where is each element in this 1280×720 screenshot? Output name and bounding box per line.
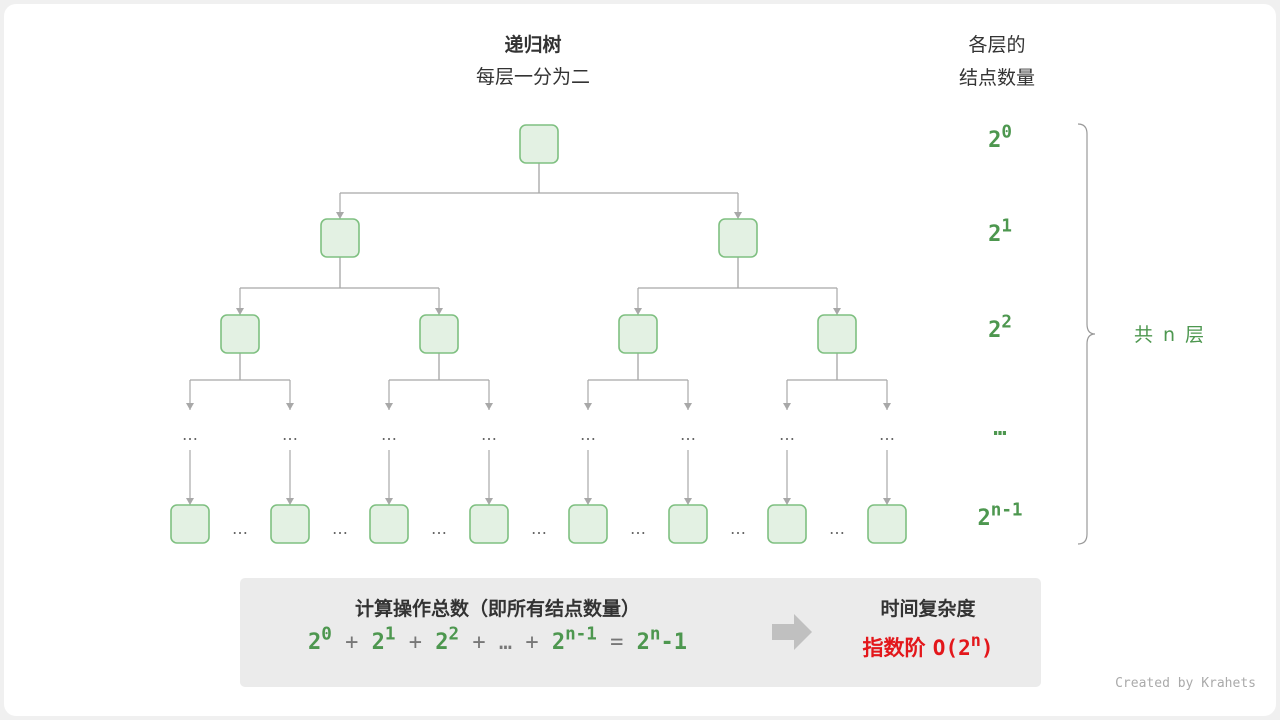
diagram-subtitle: 每层一分为二 [475, 66, 590, 88]
tree-node [668, 504, 708, 544]
summary-panel: 计算操作总数（即所有结点数量） 20 + 21 + 22 + … + 2n-1 … [240, 578, 1041, 687]
level-count-exponent: n-1 [990, 500, 1023, 521]
layer-count-label: 共 n 层 [1133, 324, 1207, 346]
level-count: 20 [940, 124, 1060, 153]
level-count-base: 2 [988, 128, 1002, 153]
arrow-head [336, 212, 344, 219]
tree-node [220, 314, 260, 354]
level-count: 21 [940, 218, 1060, 247]
ellipsis-text: … [630, 519, 646, 538]
arrow-head [783, 403, 791, 410]
tree-node [767, 504, 807, 544]
credit-text: Created by Krahets [1115, 676, 1256, 691]
ellipsis-text: … [531, 519, 547, 538]
arrow-head [584, 403, 592, 410]
tree-node [270, 504, 310, 544]
ellipsis-text: … [282, 425, 298, 444]
arrow-head [883, 403, 891, 410]
arrow-head [236, 308, 244, 315]
arrow-head [783, 498, 791, 505]
arrow-right-icon [772, 614, 812, 650]
tree-node [469, 504, 509, 544]
ellipsis-text: … [779, 425, 795, 444]
summary-formula: 20 + 21 + 22 + … + 2n-1 = 2n-1 [308, 624, 687, 655]
ellipsis-text: … [381, 425, 397, 444]
ellipsis-text: … [182, 425, 198, 444]
arrow-head [634, 308, 642, 315]
ellipsis-text: … [829, 519, 845, 538]
arrow-head [385, 498, 393, 505]
tree-node [419, 314, 459, 354]
ellipsis-text: … [730, 519, 746, 538]
level-count: 2n-1 [940, 502, 1060, 531]
arrow-head [734, 212, 742, 219]
arrow-head [286, 498, 294, 505]
complexity-heading: 时间复杂度 [880, 598, 976, 620]
arrow-head [833, 308, 841, 315]
arrow-head [883, 498, 891, 505]
diagram-title: 递归树 [504, 34, 562, 56]
tree-node [618, 314, 658, 354]
arrow-head [684, 403, 692, 410]
level-count-base: … [993, 416, 1007, 441]
right-header-line1: 各层的 [968, 34, 1026, 56]
arrow-head [485, 498, 493, 505]
tree-node [519, 124, 559, 164]
level-count-base: 2 [988, 222, 1002, 247]
summary-heading: 计算操作总数（即所有结点数量） [354, 598, 640, 620]
right-header-line2: 结点数量 [958, 67, 1035, 89]
layer-brace [1077, 123, 1096, 545]
level-count-exponent: 0 [1001, 122, 1012, 143]
ellipsis-text: … [431, 519, 447, 538]
complexity-value: 指数阶 O(2n) [862, 629, 994, 660]
level-count-exponent: 2 [1001, 312, 1012, 333]
level-count-base: 2 [988, 318, 1002, 343]
tree-node [369, 504, 409, 544]
arrow-head [435, 308, 443, 315]
tree-node [867, 504, 907, 544]
tree-node [568, 504, 608, 544]
arrow-head [385, 403, 393, 410]
level-count: 22 [940, 314, 1060, 343]
ellipsis-text: … [332, 519, 348, 538]
ellipsis-text: … [232, 519, 248, 538]
ellipsis-text: … [580, 425, 596, 444]
tree-node [320, 218, 360, 258]
arrow-head [286, 403, 294, 410]
tree-node [718, 218, 758, 258]
ellipsis-text: … [879, 425, 895, 444]
level-count-exponent: 1 [1001, 216, 1012, 237]
arrow-head [584, 498, 592, 505]
arrow-head [684, 498, 692, 505]
ellipsis-text: … [680, 425, 696, 444]
arrow-head [186, 403, 194, 410]
arrow-head [186, 498, 194, 505]
arrow-head [485, 403, 493, 410]
level-count: … [940, 416, 1060, 441]
tree-node [170, 504, 210, 544]
level-count-base: 2 [977, 506, 991, 531]
tree-node [817, 314, 857, 354]
ellipsis-text: … [481, 425, 497, 444]
